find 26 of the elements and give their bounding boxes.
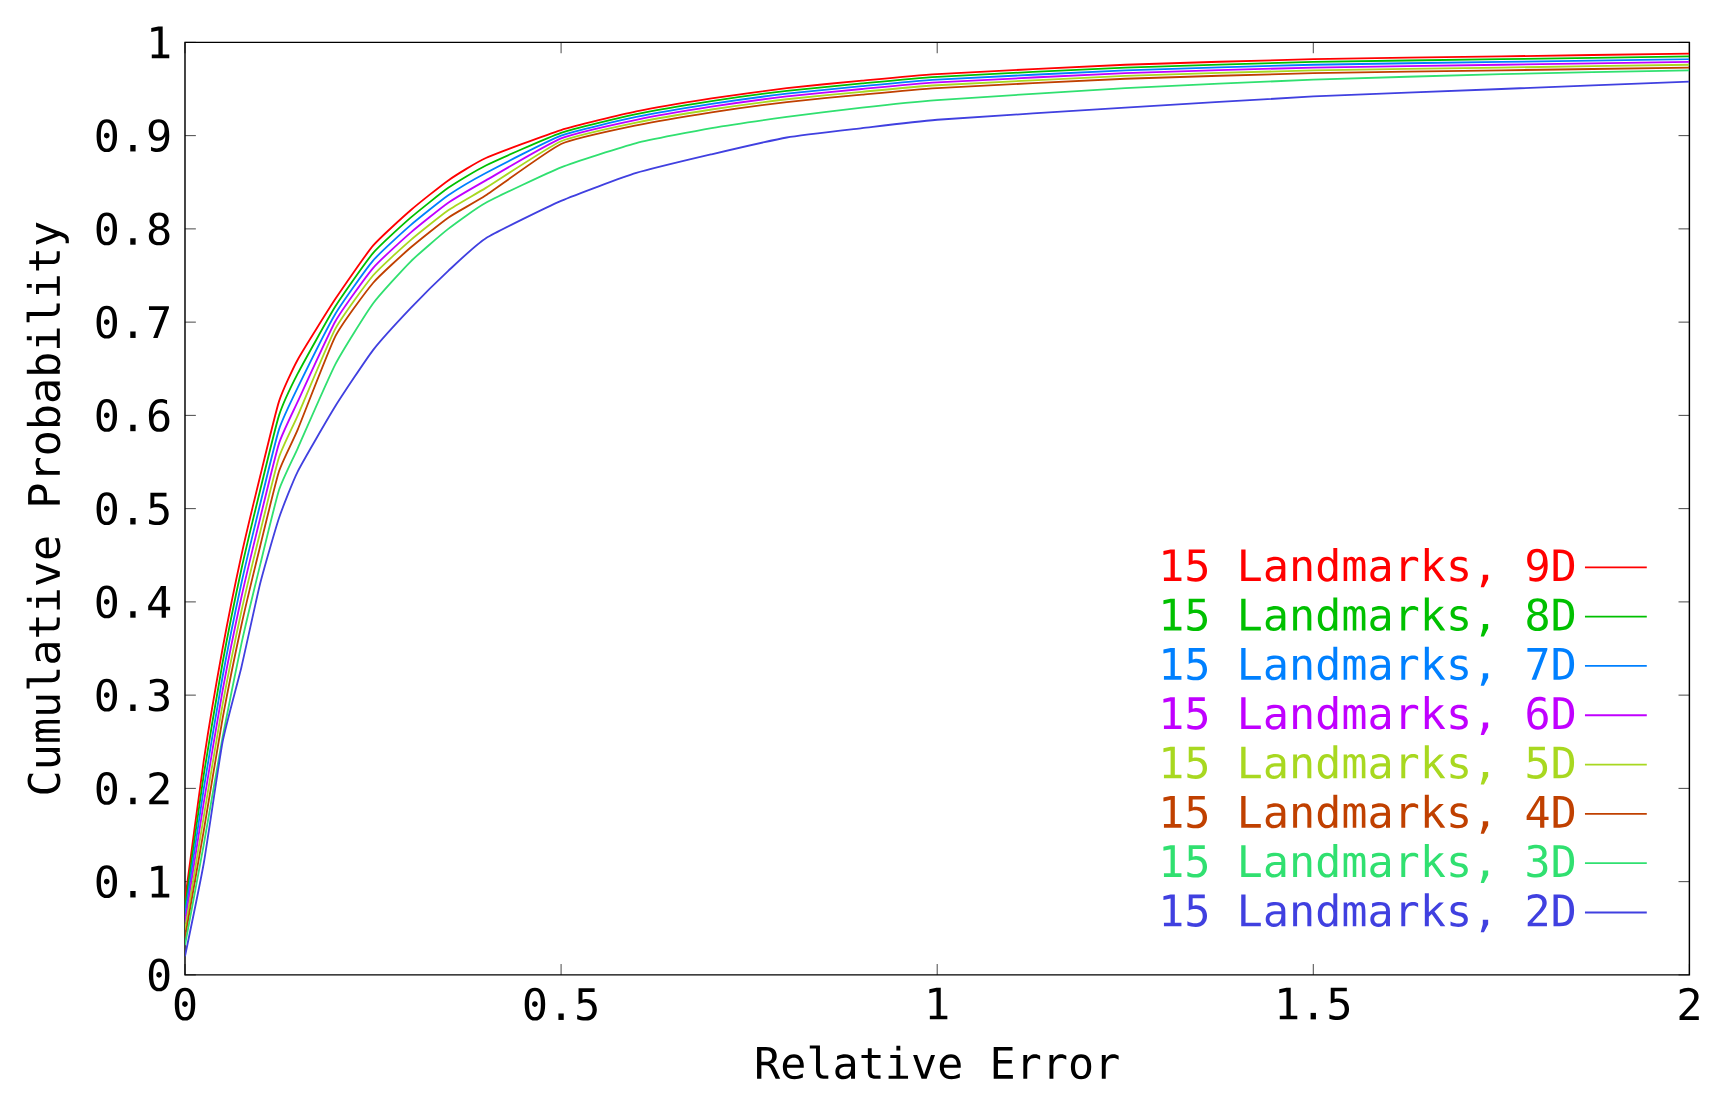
y-tick-label: 0.2 xyxy=(96,772,169,805)
y-tick-label: 1 xyxy=(151,26,170,59)
x-tick-label: 2 xyxy=(1679,987,1699,1021)
y-tick-label: 0.7 xyxy=(96,305,169,339)
legend-label: 15 Landmarks, 7D xyxy=(1163,646,1575,686)
legend-label: 15 Landmarks, 5D xyxy=(1163,745,1575,785)
y-tick-label: 0 xyxy=(148,958,170,992)
y-tick-label: 0.8 xyxy=(96,212,170,246)
y-tick-label: 0.5 xyxy=(96,492,169,526)
y-tick-label: 0.4 xyxy=(96,585,171,619)
x-tick-label: 0 xyxy=(174,987,196,1021)
y-tick-label: 0.6 xyxy=(96,399,170,432)
x-tick-label: 1.5 xyxy=(1279,987,1350,1021)
x-axis-title: Relative Error xyxy=(757,1045,1119,1080)
y-axis-title: Cumulative Probability xyxy=(26,222,69,794)
legend-label: 15 Landmarks, 6D xyxy=(1163,696,1575,736)
legend-label: 15 Landmarks, 4D xyxy=(1163,794,1575,834)
x-tick-label: 0.5 xyxy=(524,987,597,1021)
x-tick-label: 1 xyxy=(929,987,948,1020)
y-tick-label: 0.1 xyxy=(96,865,170,899)
legend-label: 15 Landmarks, 9D xyxy=(1163,548,1575,588)
legend-label: 15 Landmarks, 3D xyxy=(1163,844,1575,884)
legend-label: 15 Landmarks, 2D xyxy=(1163,893,1575,933)
legend-label: 15 Landmarks, 8D xyxy=(1163,597,1575,637)
y-tick-label: 0.9 xyxy=(96,119,170,153)
y-tick-label: 0.3 xyxy=(96,678,169,712)
